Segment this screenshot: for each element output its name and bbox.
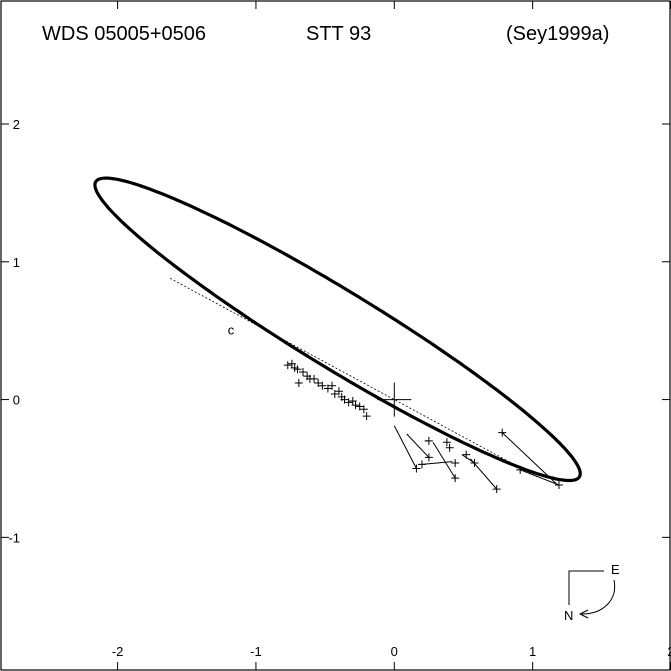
y-tick-label: 1: [13, 255, 20, 270]
observation-point: [287, 359, 296, 368]
observation-point: [334, 387, 343, 396]
observation-point: [318, 381, 327, 390]
observation-point: [516, 465, 525, 474]
observation-point: [362, 412, 371, 421]
residual-line: [406, 433, 430, 458]
orbit-ellipse: [93, 176, 582, 483]
observation-point: [417, 460, 426, 469]
observation-point: [355, 402, 364, 411]
compass: E N: [564, 562, 620, 623]
observation-point: [310, 374, 319, 383]
residual-line: [393, 425, 417, 469]
observation-point: [492, 485, 501, 494]
observation-point: [498, 428, 507, 437]
observation-point: [445, 443, 454, 452]
compass-arrowhead: [578, 609, 589, 619]
residual-line: [520, 469, 560, 486]
line-of-nodes: [169, 277, 537, 478]
x-tick-label: 1: [529, 644, 536, 659]
y-tick-label: 2: [13, 117, 20, 132]
observation-point: [554, 480, 563, 489]
star-name: STT 93: [306, 23, 371, 45]
observations-layer: [283, 359, 563, 494]
residual-line: [421, 461, 453, 465]
compass-east-label: E: [611, 562, 620, 577]
observation-point: [314, 379, 323, 388]
x-tick-label: -2: [112, 644, 124, 659]
compass-north-label: N: [564, 608, 573, 623]
observation-point: [323, 384, 332, 393]
observation-point: [293, 365, 302, 374]
residual-line: [432, 442, 456, 479]
observation-point: [424, 436, 433, 445]
observation-point: [294, 379, 303, 388]
observation-point: [424, 453, 433, 462]
observation-point: [328, 381, 337, 390]
x-tick-label: 0: [391, 644, 398, 659]
observation-point: [451, 474, 460, 483]
x-tick-label: -1: [250, 644, 262, 659]
observation-point: [412, 464, 421, 473]
y-tick-label: 0: [13, 393, 20, 408]
compass-axes: [568, 570, 604, 605]
observation-point: [442, 438, 451, 447]
observation-point: [359, 405, 368, 414]
observation-point: [283, 361, 292, 370]
observation-point: [298, 368, 307, 377]
observation-point: [340, 395, 349, 404]
x-tick-label: 2: [667, 644, 671, 659]
reference-code: (Sey1999a): [506, 23, 609, 45]
orbit-layer: c: [93, 176, 582, 483]
periastron-marker: c: [228, 323, 235, 338]
observation-point: [351, 401, 360, 410]
observation-point: [330, 390, 339, 399]
wds-designation: WDS 05005+0506: [42, 23, 206, 45]
observation-point: [451, 458, 460, 467]
compass-arrow: [581, 579, 616, 615]
observation-point: [462, 450, 471, 459]
residual-line: [501, 432, 557, 484]
observation-point: [344, 398, 353, 407]
y-tick-label: -1: [8, 530, 20, 545]
observation-point: [348, 396, 357, 405]
observation-point: [470, 458, 479, 467]
